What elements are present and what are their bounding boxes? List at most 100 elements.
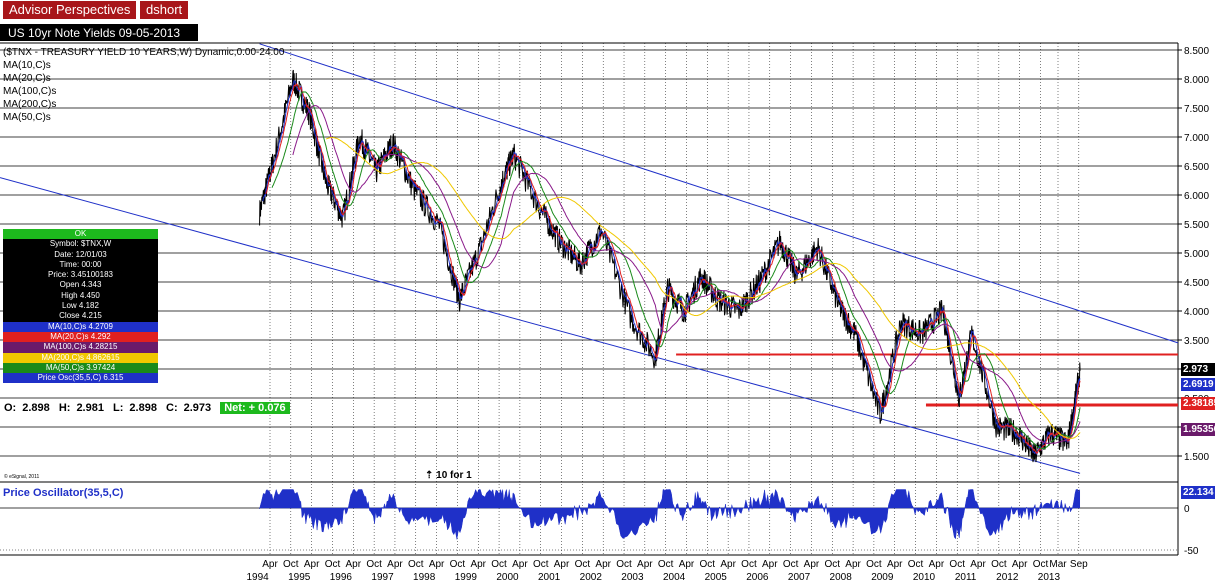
data-window-close: Close 4.215: [59, 311, 102, 321]
x-month-label: Apr: [887, 559, 903, 570]
data-window-low: Low 4.182: [62, 301, 99, 311]
y-tick-label: 4.500: [1184, 278, 1209, 289]
time-axis: Apr Oct Apr Oct Apr Oct Apr Oct Apr Oct Apr Oct Apr O…: [246, 559, 1088, 583]
x-year-label: 2008: [830, 572, 853, 583]
x-month-label: Apr: [845, 559, 861, 570]
ohlc-bar: O: 2.898 H: 2.981 L: 2.898 C: 2.973 Net: + 0…: [4, 400, 296, 416]
x-year-label: 2000: [496, 572, 519, 583]
x-year-label: 2009: [871, 572, 894, 583]
x-month-label: Apr: [970, 559, 986, 570]
x-month-label: Oct: [408, 559, 424, 570]
ma200-label: MA(200,C)s: [3, 99, 56, 110]
x-month-label: Oct: [616, 559, 632, 570]
x-month-label: Oct: [575, 559, 591, 570]
data-window-time: Time: 00:00: [59, 259, 102, 269]
x-year-label: 2013: [1038, 572, 1061, 583]
x-month-label: Apr: [762, 559, 778, 570]
y-tick-label: 1.500: [1184, 452, 1209, 463]
x-month-label: Oct: [450, 559, 466, 570]
x-month-label: Oct: [908, 559, 924, 570]
x-month-label: Oct: [533, 559, 549, 570]
x-month-label: Apr: [387, 559, 403, 570]
x-month-label: Oct: [741, 559, 757, 570]
x-month-label: Oct: [366, 559, 382, 570]
y-tick-label: 8.500: [1184, 46, 1209, 57]
x-month-label: Oct: [783, 559, 799, 570]
ma50-line: [271, 91, 1081, 450]
x-month-label: Oct: [1033, 559, 1049, 570]
oscillator-area: [259, 488, 1081, 540]
chart-title-bg: [0, 24, 198, 41]
low-label: L:: [113, 402, 124, 414]
high-value: 2.981: [76, 402, 104, 414]
ma20-line: [265, 82, 1081, 455]
upper-channel-line: [259, 43, 1179, 344]
y-tick-label: 6.500: [1184, 162, 1209, 173]
data-window: OK Symbol: $TNX,W Date: 12/01/03 Time: 0…: [3, 229, 158, 384]
low-value: 2.898: [129, 402, 157, 414]
net-change-badge: Net: + 0.076: [220, 402, 290, 414]
y-tick-label: 4.000: [1184, 307, 1209, 318]
x-month-label: Apr: [512, 559, 528, 570]
chart-title: US 10yr Note Yields 09-05-2013: [8, 26, 180, 40]
x-month-label: Apr: [304, 559, 320, 570]
x-month-label: Apr: [470, 559, 486, 570]
x-month-label: Apr: [1012, 559, 1028, 570]
x-month-label: Apr: [429, 559, 445, 570]
x-month-label: Apr: [929, 559, 945, 570]
x-year-label: 1998: [413, 572, 436, 583]
data-window-price: Price: 3.45100183: [48, 270, 113, 280]
x-year-label: 2005: [705, 572, 728, 583]
data-window-ma100: MA(100,C)s 4.28215: [3, 342, 158, 353]
x-year-label: 2001: [538, 572, 561, 583]
data-window-ma50: MA(50,C)s 3.97424: [3, 362, 158, 374]
ma10-line: [262, 79, 1081, 455]
ma10-badge: 2.6919: [1181, 378, 1215, 391]
oscillator-panel: 0 -50: [0, 488, 1199, 557]
x-month-label: Oct: [658, 559, 674, 570]
series-title: ($TNX - TREASURY YIELD 10 YEARS,W) Dynam…: [3, 47, 285, 58]
x-year-label: 1995: [288, 572, 311, 583]
data-window-ma10: MA(10,C)s 4.2709: [3, 321, 158, 332]
close-label: C:: [166, 402, 178, 414]
author-tag: dshort: [140, 1, 189, 19]
x-month-label: Apr: [679, 559, 695, 570]
x-month-label: Mar: [1049, 559, 1067, 570]
y-tick-label: 8.000: [1184, 75, 1209, 86]
lower-channel-line: [0, 177, 1081, 474]
x-month-label: Apr: [720, 559, 736, 570]
brand-tag: Advisor Perspectives: [3, 1, 137, 19]
data-window-open: Open 4.343: [59, 280, 102, 290]
osc-badge: 22.134: [1181, 486, 1215, 499]
x-year-label: 1994: [246, 572, 269, 583]
x-month-label: Apr: [346, 559, 362, 570]
copyright: © eSignal, 2011: [4, 473, 40, 480]
chart-annotations: [0, 43, 1179, 474]
x-month-label: Apr: [262, 559, 278, 570]
osc-tick-label: 0: [1184, 504, 1190, 515]
price-series: [259, 69, 1081, 463]
data-window-ok: OK: [3, 229, 158, 240]
x-month-label: Oct: [283, 559, 299, 570]
high-label: H:: [58, 402, 71, 414]
open-value: 2.898: [22, 402, 50, 414]
x-year-label: 1996: [330, 572, 353, 583]
x-year-label: 2007: [788, 572, 811, 583]
x-month-label: Oct: [700, 559, 716, 570]
price-grid: [0, 49, 1178, 457]
x-month-label: Apr: [804, 559, 820, 570]
ma50-label: MA(50,C)s: [3, 112, 51, 123]
x-month-label: Oct: [325, 559, 341, 570]
x-year-label: 2002: [580, 572, 603, 583]
x-month-label: Sep: [1070, 559, 1088, 570]
data-window-osc: Price Osc(35,5,C) 6.315: [3, 373, 158, 384]
data-window-date: Date: 12/01/03: [54, 249, 107, 259]
oscillator-title: Price Oscillator(35,5,C): [3, 487, 124, 499]
y-tick-label: 5.000: [1184, 249, 1209, 260]
x-year-label: 2010: [913, 572, 936, 583]
close-value: 2.973: [183, 402, 212, 414]
ma200-line: [325, 137, 1081, 439]
x-month-label: Apr: [554, 559, 570, 570]
split-note: ⇡ 10 for 1: [425, 470, 472, 481]
